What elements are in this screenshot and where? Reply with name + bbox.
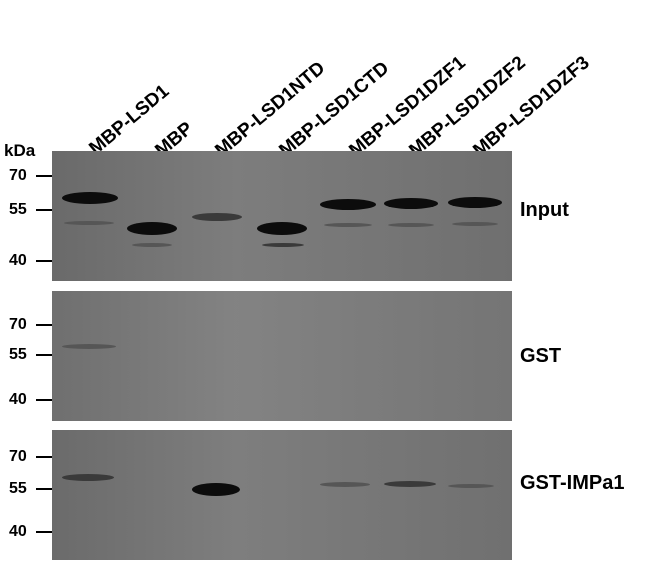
band-gst-impa1-lane6 <box>384 481 436 487</box>
tick-70-gst <box>36 324 52 326</box>
band-gst-impa1-lane7 <box>448 484 494 488</box>
mw-40-gst: 40 <box>9 391 27 408</box>
tick-55-input <box>36 209 52 211</box>
band-input-lane2-minor <box>132 243 172 247</box>
band-input-lane6-minor <box>388 223 434 227</box>
mw-70-gst-impa1: 70 <box>9 448 27 465</box>
panel-label-input: Input <box>520 199 569 221</box>
band-input-lane7 <box>448 197 502 208</box>
tick-40-gst <box>36 399 52 401</box>
panel-label-gst: GST <box>520 345 562 367</box>
band-gst-lane1 <box>62 344 116 349</box>
tick-70-input <box>36 175 52 177</box>
tick-55-gst-impa1 <box>36 488 52 490</box>
mw-70-gst: 70 <box>9 316 27 333</box>
tick-55-gst <box>36 354 52 356</box>
tick-40-input <box>36 260 52 262</box>
mw-40-input: 40 <box>9 252 27 269</box>
kda-unit-label: kDa <box>4 141 36 160</box>
mw-55-gst: 55 <box>9 346 27 363</box>
tick-70-gst-impa1 <box>36 456 52 458</box>
lane-label-mbp-lsd1ntd: MBP-LSD1NTD <box>211 57 330 162</box>
blot-panel-input <box>52 151 512 281</box>
lane-label-mbp-lsd1dzf3: MBP-LSD1DZF3 <box>469 52 594 162</box>
blot-panel-gst-impa1 <box>52 430 512 560</box>
band-input-lane5 <box>320 199 376 210</box>
band-input-lane3 <box>192 213 242 221</box>
band-input-lane7-minor <box>452 222 498 226</box>
band-gst-impa1-lane1 <box>62 474 114 481</box>
band-gst-impa1-lane5 <box>320 482 370 487</box>
blot-panel-gst <box>52 291 512 421</box>
mw-55-input: 55 <box>9 201 27 218</box>
mw-55-gst-impa1: 55 <box>9 480 27 497</box>
band-input-lane1-minor <box>64 221 114 225</box>
band-input-lane1 <box>62 192 118 204</box>
band-input-lane4 <box>257 222 307 235</box>
band-input-lane5-minor <box>324 223 372 227</box>
mw-40-gst-impa1: 40 <box>9 523 27 540</box>
band-input-lane4-minor <box>262 243 304 247</box>
mw-70-input: 70 <box>9 167 27 184</box>
panel-label-gst-impa1: GST-IMPa1 <box>520 472 625 494</box>
band-input-lane2 <box>127 222 177 235</box>
tick-40-gst-impa1 <box>36 531 52 533</box>
band-input-lane6 <box>384 198 438 209</box>
band-gst-impa1-lane3 <box>192 483 240 496</box>
